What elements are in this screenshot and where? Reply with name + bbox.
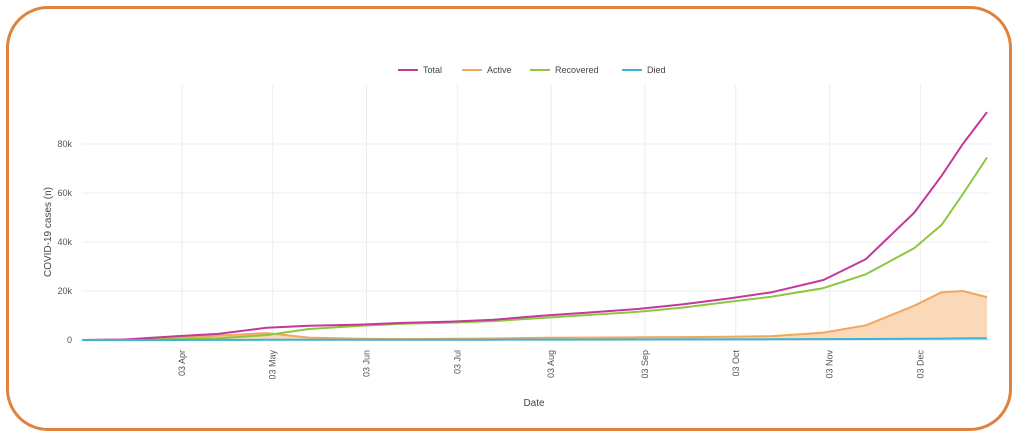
y-tick-label: 0 (67, 335, 72, 345)
y-axis-title: COVID-19 cases (n) (43, 187, 54, 277)
x-tick-label: 03 Jul (452, 350, 462, 374)
x-axis-ticks: 03 Apr 03 May 03 Jun 03 Jul 03 Aug 03 Sep 03 O… (177, 350, 926, 380)
x-tick-label: 03 Apr (177, 350, 187, 376)
grid-lines (82, 85, 990, 341)
legend-label-active: Active (487, 65, 512, 75)
x-tick-label: 03 Jun (362, 350, 372, 377)
series-area-active (82, 291, 987, 340)
y-tick-label: 20k (57, 286, 72, 296)
legend: Total Active Recovered Died (398, 65, 666, 75)
series-line-died (82, 337, 988, 341)
y-tick-label: 80k (57, 139, 72, 149)
x-tick-label: 03 Oct (731, 350, 741, 377)
legend-label-total: Total (423, 65, 442, 75)
chart-card (6, 6, 1012, 431)
y-tick-label: 40k (57, 237, 72, 247)
series-line-recovered (82, 156, 988, 341)
x-tick-label: 03 Aug (546, 350, 556, 378)
x-tick-label: 03 May (268, 350, 278, 380)
series-line-active (81, 290, 988, 341)
legend-label-died: Died (647, 65, 666, 75)
x-tick-label: 03 Dec (915, 350, 925, 379)
series-line-total (81, 111, 988, 341)
series-layer (81, 111, 988, 341)
y-axis-ticks: 0 20k 40k 60k 80k (57, 139, 72, 345)
y-tick-label: 60k (57, 188, 72, 198)
legend-label-recovered: Recovered (555, 65, 599, 75)
x-tick-label: 03 Nov (825, 350, 835, 379)
x-tick-label: 03 Sep (640, 350, 650, 379)
x-axis-title: Date (523, 398, 545, 409)
